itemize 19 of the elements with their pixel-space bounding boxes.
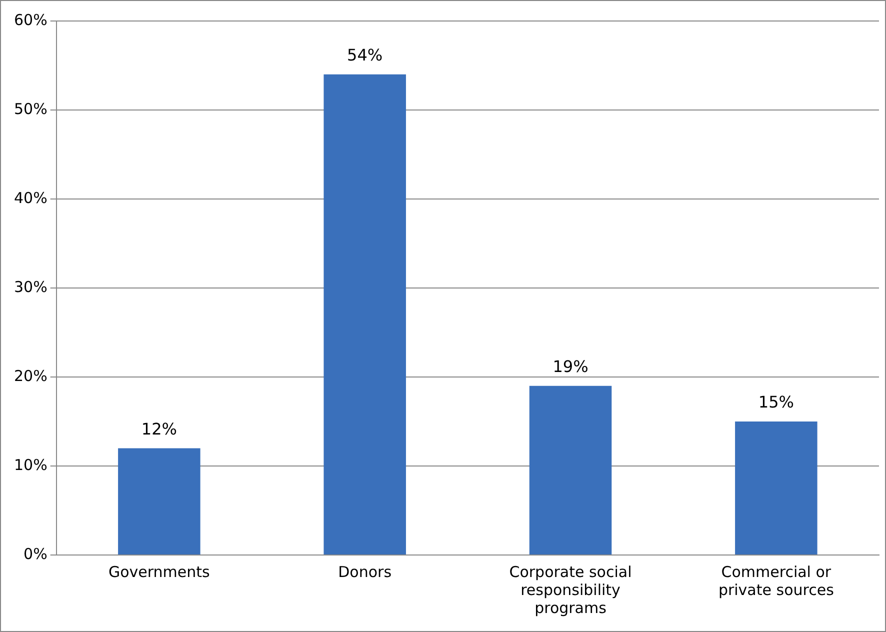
data-label: 15%	[758, 392, 794, 412]
bar	[735, 422, 818, 554]
y-tick-label: 20%	[14, 366, 48, 385]
data-label: 12%	[141, 419, 177, 438]
y-tick-label: 0%	[24, 544, 48, 563]
x-tick-label: Corporate social responsibility programs	[509, 562, 632, 617]
data-label: 54%	[347, 46, 383, 65]
x-tick-label: Governments	[108, 562, 210, 581]
data-label: 19%	[552, 357, 588, 376]
bar	[118, 448, 200, 554]
y-tick-label: 60%	[14, 10, 48, 29]
bar	[529, 386, 612, 554]
y-tick-label: 50%	[14, 100, 48, 118]
x-tick-label: Commercial or private sources	[718, 562, 834, 599]
bar	[324, 74, 406, 554]
y-tick-label: 30%	[14, 278, 48, 296]
y-tick-label: 10%	[14, 456, 48, 474]
y-tick-label: 40%	[14, 188, 48, 207]
x-tick-label: Donors	[338, 562, 392, 581]
